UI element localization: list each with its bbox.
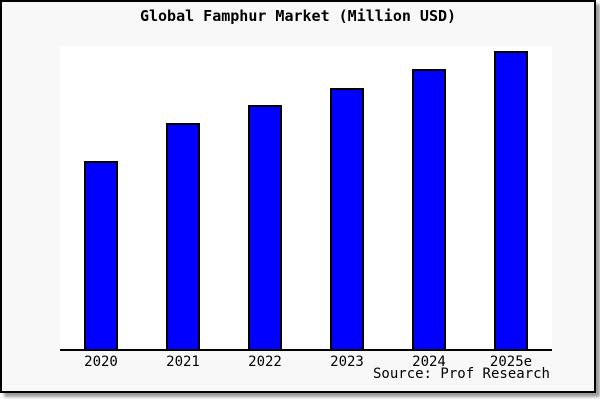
bar-2020 — [84, 161, 118, 351]
x-tick-label-2023: 2023 — [330, 354, 364, 370]
source-note: Source: Prof Research — [372, 366, 550, 382]
bar-2023 — [330, 88, 364, 351]
x-axis-labels: 2020 2021 2022 2023 2024 2025e — [60, 355, 552, 370]
x-tick-label-2025e: 2025e — [489, 354, 533, 370]
bar-2025e — [494, 51, 528, 351]
bar-2021 — [166, 123, 200, 351]
x-axis-line — [60, 349, 552, 351]
chart-title: Global Famphur Market (Million USD) — [139, 7, 457, 25]
x-tick-label-2024: 2024 — [412, 354, 446, 370]
plot-area — [60, 46, 552, 351]
bar-2024 — [412, 69, 446, 351]
x-tick-label-2022: 2022 — [248, 354, 282, 370]
bar-2022 — [248, 105, 282, 351]
x-tick-label-2020: 2020 — [84, 354, 118, 370]
x-tick-label-2021: 2021 — [166, 354, 200, 370]
